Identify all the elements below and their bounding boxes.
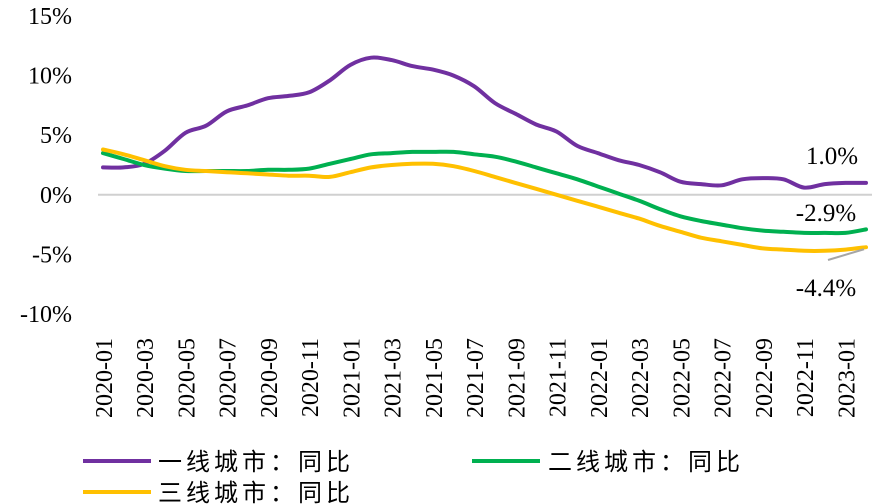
series-line-tier3 bbox=[101, 147, 868, 253]
data-annotations: 1.0% -2.9% -4.4% bbox=[796, 143, 865, 302]
x-tick-label: 2020-11 bbox=[298, 338, 324, 417]
y-tick-label: 10% bbox=[28, 64, 72, 90]
x-tick-label: 2020-07 bbox=[216, 338, 242, 418]
x-tick-label: 2020-03 bbox=[133, 338, 159, 418]
x-tick-label: 2020-05 bbox=[174, 338, 200, 418]
x-tick-label: 2022-01 bbox=[587, 338, 613, 418]
legend-label-tier1: 一线城市：同比 bbox=[158, 448, 354, 476]
x-tick-label: 2021-05 bbox=[422, 338, 448, 418]
series-lines bbox=[101, 55, 868, 253]
x-tick-label: 2022-11 bbox=[793, 338, 819, 417]
x-tick-label: 2022-09 bbox=[752, 338, 778, 418]
x-tick-label: 2020-01 bbox=[92, 338, 118, 418]
x-tick-label: 2021-11 bbox=[546, 338, 572, 417]
x-tick-label: 2022-03 bbox=[628, 338, 654, 418]
series-line-tier1 bbox=[101, 55, 868, 190]
x-tick-label: 2021-03 bbox=[381, 338, 407, 418]
x-tick-label: 2022-05 bbox=[669, 338, 695, 418]
y-axis-ticks: 15% 10% 5% 0% -5% -10% bbox=[20, 4, 72, 328]
x-tick-label: 2022-07 bbox=[711, 338, 737, 418]
series-line-tier2 bbox=[101, 149, 868, 236]
legend-label-tier2: 二线城市：同比 bbox=[548, 448, 744, 476]
x-tick-label: 2021-09 bbox=[504, 338, 530, 418]
y-tick-label: 15% bbox=[28, 4, 72, 30]
x-tick-label: 2021-07 bbox=[463, 338, 489, 418]
annotation-tier2: -2.9% bbox=[796, 200, 856, 227]
annotation-tier1: 1.0% bbox=[806, 143, 858, 170]
y-tick-label: -5% bbox=[32, 242, 72, 268]
annotation-tier3: -4.4% bbox=[796, 275, 856, 302]
annotation-leader-line bbox=[827, 248, 865, 261]
y-tick-label: -10% bbox=[20, 302, 72, 328]
x-tick-label: 2020-09 bbox=[257, 338, 283, 418]
y-tick-label: 0% bbox=[40, 183, 72, 209]
legend-label-tier3: 三线城市：同比 bbox=[158, 479, 354, 504]
x-tick-label: 2023-01 bbox=[834, 338, 860, 418]
y-tick-label: 5% bbox=[40, 123, 72, 149]
x-tick-label: 2021-01 bbox=[339, 338, 365, 418]
x-axis-ticks: 2020-01 2020-03 2020-05 2020-07 2020-09 2020-… bbox=[92, 338, 860, 418]
